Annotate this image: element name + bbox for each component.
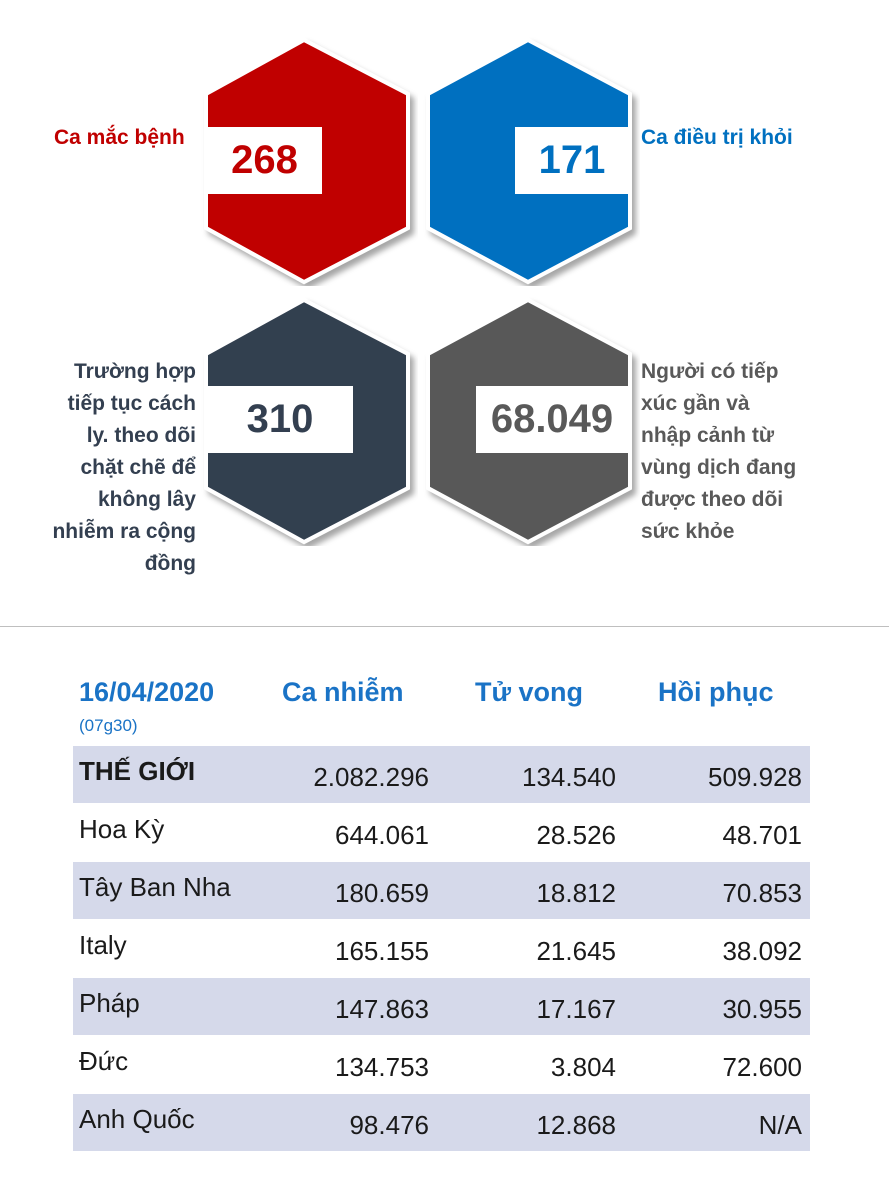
row-infected: 2.082.296 xyxy=(313,762,429,792)
row-infected: 180.659 xyxy=(335,878,429,908)
monitored-label-line: Người có tiếp xyxy=(641,360,779,383)
section-divider xyxy=(0,626,889,627)
isolation-label-line: nhiễm ra cộng xyxy=(52,520,196,543)
row-deaths: 12.868 xyxy=(536,1110,616,1140)
isolation-label-line: chặt chẽ để xyxy=(80,456,196,479)
monitored-label: Người có tiếp xúc gần và nhập cảnh từ vù… xyxy=(641,356,841,548)
row-deaths: 134.540 xyxy=(522,762,616,792)
table-date: 16/04/2020 xyxy=(79,677,215,707)
table-row: Đức 134.753 3.804 72.600 xyxy=(73,1036,810,1093)
row-name: Anh Quốc xyxy=(79,1104,195,1134)
isolation-label-line: Trường hợp xyxy=(73,360,196,383)
row-recovered: 70.853 xyxy=(722,878,802,908)
recovered-count: 171 xyxy=(515,127,629,194)
monitored-label-line: được theo dõi xyxy=(641,488,784,511)
monitored-label-line: nhập cảnh từ xyxy=(641,424,775,447)
table-row: Anh Quốc 98.476 12.868 N/A xyxy=(73,1094,810,1151)
row-name: Pháp xyxy=(79,988,140,1018)
isolation-label-line: không lây xyxy=(97,488,196,511)
column-header-recovered: Hồi phục xyxy=(658,677,774,707)
row-deaths: 28.526 xyxy=(536,820,616,850)
row-recovered: 72.600 xyxy=(722,1052,802,1082)
isolation-label-line: tiếp tục cách xyxy=(67,392,196,415)
row-recovered: 509.928 xyxy=(708,762,802,792)
column-header-infected: Ca nhiễm xyxy=(282,677,404,707)
row-recovered: N/A xyxy=(758,1110,802,1140)
monitored-label-line: vùng dịch đang xyxy=(641,456,797,479)
table-row: Italy 165.155 21.645 38.092 xyxy=(73,920,810,977)
monitored-count: 68.049 xyxy=(476,386,628,453)
table-row: Tây Ban Nha 180.659 18.812 70.853 xyxy=(73,862,810,919)
table-row: THẾ GIỚI 2.082.296 134.540 509.928 xyxy=(73,746,810,803)
table-time: (07g30) xyxy=(79,716,138,735)
column-header-deaths: Tử vong xyxy=(475,677,584,707)
row-name: Tây Ban Nha xyxy=(79,872,231,902)
row-deaths: 18.812 xyxy=(536,878,616,908)
row-infected: 644.061 xyxy=(335,820,429,850)
isolation-count: 310 xyxy=(207,386,353,453)
row-deaths: 3.804 xyxy=(550,1052,616,1082)
row-name: THẾ GIỚI xyxy=(79,756,196,786)
row-recovered: 30.955 xyxy=(722,994,802,1024)
row-deaths: 17.167 xyxy=(536,994,616,1024)
table-row: Hoa Kỳ 644.061 28.526 48.701 xyxy=(73,804,810,861)
table-row: Pháp 147.863 17.167 30.955 xyxy=(73,978,810,1035)
recovered-label: Ca điều trị khỏi xyxy=(641,126,793,149)
row-infected: 98.476 xyxy=(349,1110,429,1140)
row-name: Italy xyxy=(79,930,127,960)
isolation-label-line: ly. theo dõi xyxy=(86,424,196,447)
row-name: Đức xyxy=(79,1046,129,1076)
row-name: Hoa Kỳ xyxy=(79,814,165,844)
row-recovered: 48.701 xyxy=(722,820,802,850)
monitored-label-line: xúc gần và xyxy=(641,392,750,415)
infected-label: Ca mắc bệnh xyxy=(54,126,185,149)
row-infected: 147.863 xyxy=(335,994,429,1024)
row-deaths: 21.645 xyxy=(536,936,616,966)
row-recovered: 38.092 xyxy=(722,936,802,966)
row-infected: 165.155 xyxy=(335,936,429,966)
infected-count: 268 xyxy=(207,127,322,194)
isolation-label-line: đồng xyxy=(144,552,196,575)
row-infected: 134.753 xyxy=(335,1052,429,1082)
isolation-label: Trường hợp tiếp tục cách ly. theo dõi ch… xyxy=(20,356,196,580)
monitored-label-line: sức khỏe xyxy=(641,520,735,543)
